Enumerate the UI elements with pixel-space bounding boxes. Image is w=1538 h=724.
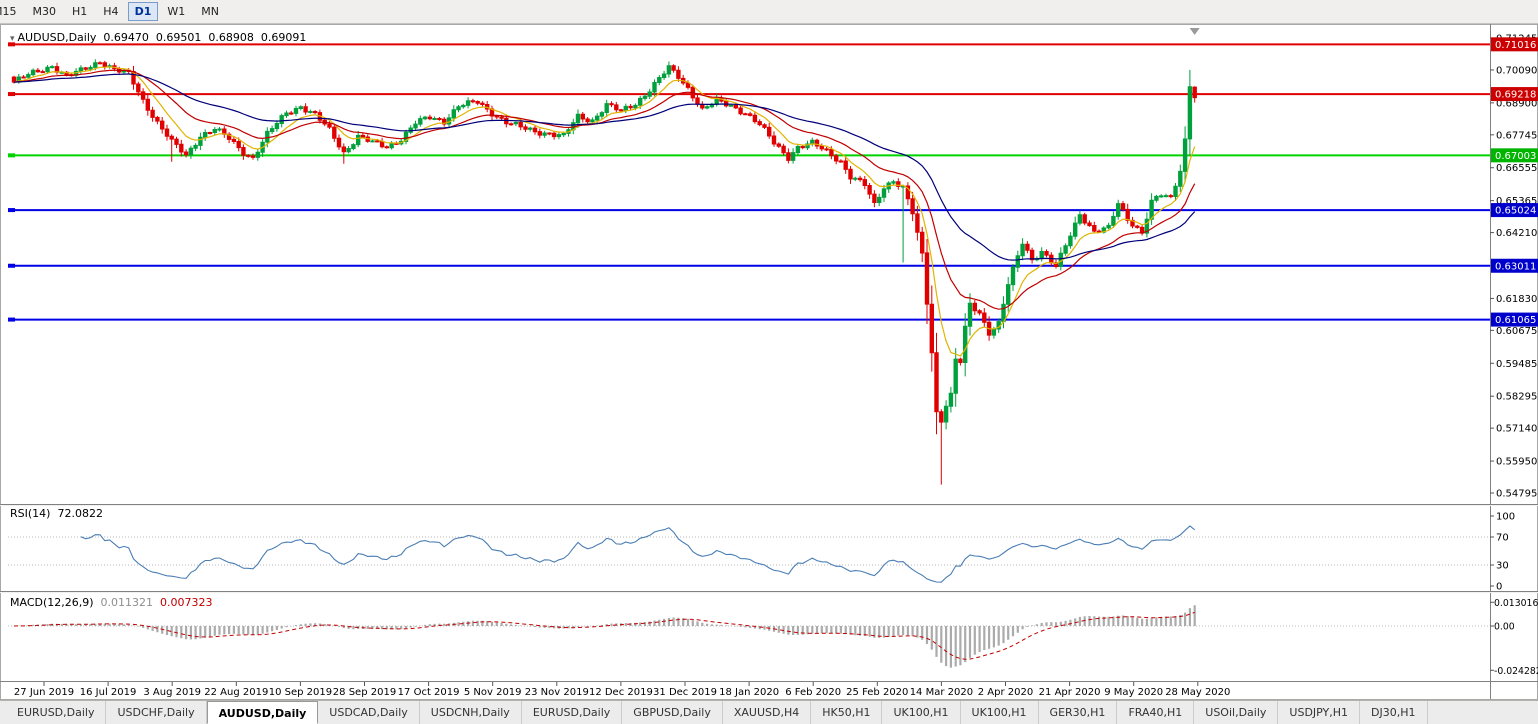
chart-title-symbol: AUDUSD,Daily: [17, 31, 97, 44]
period-button-m15[interactable]: M15: [0, 5, 17, 18]
period-button-mn[interactable]: MN: [201, 5, 219, 18]
svg-text:14 Mar 2020: 14 Mar 2020: [910, 687, 973, 698]
period-toolbar: M15 M30 H1 H4 D1 W1 MN: [0, 0, 1538, 24]
svg-text:0.70090: 0.70090: [1496, 65, 1537, 76]
macd-name: MACD(12,26,9): [10, 596, 94, 609]
svg-text:0.69218: 0.69218: [1495, 90, 1536, 101]
svg-text:0.63011: 0.63011: [1495, 261, 1536, 272]
svg-text:17 Oct 2019: 17 Oct 2019: [398, 687, 460, 698]
tab-usdchf-daily[interactable]: USDCHF,Daily: [106, 701, 207, 724]
chart-title-high: 0.69501: [155, 31, 202, 44]
svg-text:0.71016: 0.71016: [1495, 40, 1536, 51]
tab-gbpusd-daily[interactable]: GBPUSD,Daily: [622, 701, 723, 724]
svg-text:5 Nov 2019: 5 Nov 2019: [464, 687, 522, 698]
macd-signal-value: 0.007323: [160, 596, 213, 609]
time-axis[interactable]: 27 Jun 2019 16 Jul 2019 3 Aug 2019 22 Aug 2…: [14, 682, 1230, 698]
tab-eurusd-daily[interactable]: EURUSD,Daily: [522, 701, 623, 724]
svg-text:0.58295: 0.58295: [1496, 392, 1537, 403]
svg-text:31 Dec 2019: 31 Dec 2019: [653, 687, 717, 698]
chart-shift-marker[interactable]: [1189, 28, 1200, 35]
svg-text:2 Apr 2020: 2 Apr 2020: [978, 687, 1033, 698]
moving-averages: [13, 66, 1196, 357]
rsi-panel: [8, 525, 1490, 583]
svg-text:12 Dec 2019: 12 Dec 2019: [589, 687, 653, 698]
period-button-h4[interactable]: H4: [103, 5, 119, 18]
rsi-axis[interactable]: 100 70 30 0: [1490, 512, 1515, 593]
chart-title: ▾ AUDUSD,Daily 0.69470 0.69501 0.68908 0.6909…: [10, 31, 306, 44]
tab-usoil-daily[interactable]: USOil,Daily: [1194, 701, 1279, 724]
svg-text:27 Jun 2019: 27 Jun 2019: [14, 687, 74, 698]
svg-text:0: 0: [1496, 582, 1502, 593]
svg-text:0.66555: 0.66555: [1496, 163, 1537, 174]
macd-label: MACD(12,26,9) 0.011321 0.007323: [10, 596, 213, 609]
rsi-name: RSI(14): [10, 507, 51, 520]
macd-main-value: 0.011321: [100, 596, 154, 609]
tab-uk100-h1[interactable]: UK100,H1: [882, 701, 961, 724]
symbol-tabbar: EURUSD,Daily USDCHF,Daily AUDUSD,Daily USDC…: [0, 700, 1538, 724]
svg-text:30: 30: [1496, 561, 1509, 572]
svg-text:3 Aug 2019: 3 Aug 2019: [143, 687, 201, 698]
svg-text:9 May 2020: 9 May 2020: [1104, 687, 1163, 698]
tab-usdcad-daily[interactable]: USDCAD,Daily: [318, 701, 420, 724]
macd-axis[interactable]: 0.013016 0.00 -0.024282: [1490, 598, 1538, 677]
period-button-w1[interactable]: W1: [167, 5, 186, 18]
tab-usdcnh-daily[interactable]: USDCNH,Daily: [420, 701, 522, 724]
price-chart[interactable]: 0.712450.700900.689000.677450.665550.653…: [0, 24, 1538, 700]
svg-text:0.67745: 0.67745: [1496, 130, 1537, 141]
tab-eurusd-daily[interactable]: EURUSD,Daily: [6, 701, 107, 724]
tab-usdjpy-h1[interactable]: USDJPY,H1: [1278, 701, 1361, 724]
rsi-label: RSI(14) 72.0822: [10, 507, 103, 520]
svg-text:0.00: 0.00: [1494, 622, 1515, 633]
svg-text:0.65365: 0.65365: [1496, 196, 1537, 207]
svg-text:0.61830: 0.61830: [1496, 294, 1537, 305]
svg-text:18 Jan 2020: 18 Jan 2020: [719, 687, 779, 698]
period-button-m30[interactable]: M30: [32, 5, 57, 18]
svg-text:0.67003: 0.67003: [1495, 151, 1536, 162]
svg-text:23 Nov 2019: 23 Nov 2019: [525, 687, 589, 698]
svg-text:22 Aug 2019: 22 Aug 2019: [204, 687, 268, 698]
horizontal-lines[interactable]: [8, 42, 1490, 322]
svg-text:28 Sep 2019: 28 Sep 2019: [333, 687, 396, 698]
tab-dj30-h1[interactable]: DJ30,H1: [1360, 701, 1428, 724]
svg-text:6 Feb 2020: 6 Feb 2020: [785, 687, 841, 698]
tab-audusd-daily[interactable]: AUDUSD,Daily: [206, 701, 319, 724]
macd-panel: [8, 605, 1490, 668]
svg-text:16 Jul 2019: 16 Jul 2019: [80, 687, 137, 698]
svg-text:28 May 2020: 28 May 2020: [1165, 687, 1230, 698]
svg-text:25 Feb 2020: 25 Feb 2020: [846, 687, 908, 698]
period-button-d1[interactable]: D1: [127, 2, 159, 21]
svg-text:0.54795: 0.54795: [1496, 489, 1537, 500]
tab-fra40-h1[interactable]: FRA40,H1: [1117, 701, 1195, 724]
chart-window: 0.712450.700900.689000.677450.665550.653…: [0, 24, 1538, 700]
svg-text:0.55950: 0.55950: [1496, 457, 1537, 468]
price-line-boxes: 0.71016 0.69218 0.67003 0.65024 0.63011 0.610…: [1491, 37, 1538, 327]
chart-title-close: 0.69091: [260, 31, 307, 44]
svg-text:0.57140: 0.57140: [1496, 424, 1537, 435]
svg-text:70: 70: [1496, 533, 1509, 544]
svg-text:0.68900: 0.68900: [1496, 98, 1537, 109]
svg-text:0.013016: 0.013016: [1494, 598, 1538, 609]
svg-text:0.64210: 0.64210: [1496, 228, 1537, 239]
svg-text:0.65024: 0.65024: [1495, 206, 1536, 217]
chart-title-open: 0.69470: [103, 31, 149, 44]
chart-menu-icon[interactable]: ▾: [10, 34, 15, 44]
chart-title-low: 0.68908: [208, 31, 254, 44]
svg-text:0.60675: 0.60675: [1496, 326, 1537, 337]
tab-xauusd-h4[interactable]: XAUUSD,H4: [723, 701, 812, 724]
tab-uk100-h1[interactable]: UK100,H1: [961, 701, 1039, 724]
svg-text:-0.024282: -0.024282: [1494, 666, 1538, 677]
svg-text:0.61065: 0.61065: [1495, 315, 1536, 326]
rsi-value: 72.0822: [57, 507, 103, 520]
period-button-h1[interactable]: H1: [72, 5, 88, 18]
svg-text:21 Apr 2020: 21 Apr 2020: [1039, 687, 1101, 698]
tab-ger30-h1[interactable]: GER30,H1: [1039, 701, 1118, 724]
svg-text:10 Sep 2019: 10 Sep 2019: [269, 687, 332, 698]
svg-text:0.59485: 0.59485: [1496, 359, 1537, 370]
svg-text:100: 100: [1496, 512, 1515, 523]
tab-hk50-h1[interactable]: HK50,H1: [811, 701, 883, 724]
